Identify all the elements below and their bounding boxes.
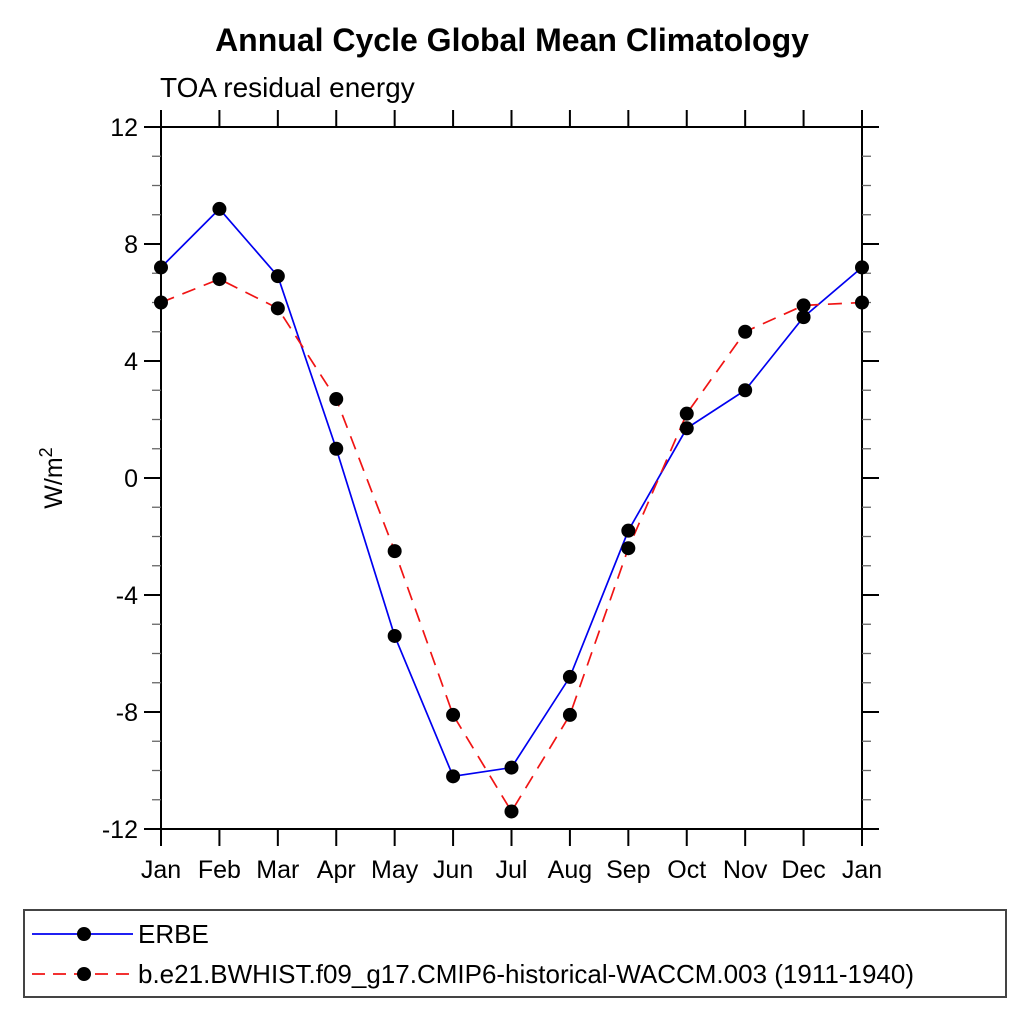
model-data-point — [796, 298, 811, 313]
y-tick-label: 8 — [124, 231, 138, 259]
x-tick-label: Jul — [496, 856, 528, 884]
x-tick-label: Apr — [317, 856, 356, 884]
erbe-data-point — [796, 310, 811, 325]
model-data-point — [212, 272, 227, 287]
model-line-swatch — [32, 967, 133, 981]
model-data-point — [270, 301, 285, 316]
chart-title: Annual Cycle Global Mean Climatology — [215, 22, 809, 58]
erbe-line-swatch — [32, 927, 133, 941]
model-data-point — [446, 707, 461, 722]
x-tick-label: Jan — [842, 856, 882, 884]
model-data-point — [387, 544, 402, 559]
x-tick-label: Oct — [667, 856, 706, 884]
model-data-point — [154, 295, 168, 310]
x-tick-label: Sep — [606, 856, 650, 884]
legend-item-model: b.e21.BWHIST.f09_g17.CMIP6-historical-WA… — [25, 959, 914, 989]
model-data-point — [329, 392, 344, 407]
model-data-point — [562, 707, 577, 722]
y-tick-label: -12 — [102, 816, 138, 844]
erbe-data-point — [154, 260, 168, 275]
erbe-data-point — [212, 201, 227, 216]
y-tick-label: 12 — [110, 114, 138, 142]
model-data-point — [621, 541, 636, 556]
legend-swatch-marker — [77, 927, 91, 941]
x-tick-label: Nov — [723, 856, 768, 884]
x-tick-label: Jun — [433, 856, 473, 884]
erbe-data-point — [855, 260, 869, 275]
x-tick-label: Feb — [198, 856, 241, 884]
chart-subtitle: TOA residual energy — [160, 72, 415, 103]
legend-label-model: b.e21.BWHIST.f09_g17.CMIP6-historical-WA… — [138, 958, 914, 989]
model-line — [160, 278, 863, 814]
plot-frame — [160, 126, 863, 830]
x-tick-label: Dec — [781, 856, 825, 884]
x-tick-label: Aug — [548, 856, 592, 884]
legend-swatch-marker — [77, 967, 91, 981]
erbe-line — [160, 207, 863, 778]
erbe-data-point — [679, 421, 694, 436]
x-tick-label: May — [371, 856, 419, 884]
chart-plot: Jan Feb Mar Apr May Jun Jul Aug Sep Oct Nov Dec Jan 1… — [36, 110, 882, 884]
model-data-point — [855, 295, 869, 310]
y-tick-label: 4 — [124, 348, 138, 376]
erbe-data-point — [446, 769, 461, 784]
erbe-data-point — [329, 441, 344, 456]
x-tick-label: Mar — [256, 856, 299, 884]
model-data-point — [738, 324, 753, 339]
legend-label-erbe: ERBE — [138, 918, 209, 949]
erbe-data-point — [504, 760, 519, 775]
legend-box: ERBE b.e21.BWHIST.f09_g17.CMIP6-historic… — [23, 909, 1007, 998]
y-tick-label: 0 — [124, 465, 138, 493]
model-data-point — [679, 406, 694, 421]
erbe-data-point — [621, 523, 636, 538]
model-data-point — [504, 804, 519, 819]
erbe-data-point — [562, 669, 577, 684]
x-tick-label: Jan — [141, 856, 181, 884]
y-tick-label: -4 — [116, 582, 138, 610]
erbe-data-point — [387, 628, 402, 643]
legend-item-erbe: ERBE — [25, 919, 209, 949]
erbe-data-point — [738, 383, 753, 398]
erbe-data-point — [270, 269, 285, 284]
y-tick-label: -8 — [116, 699, 138, 727]
y-axis-label: W/m2 — [36, 447, 68, 508]
